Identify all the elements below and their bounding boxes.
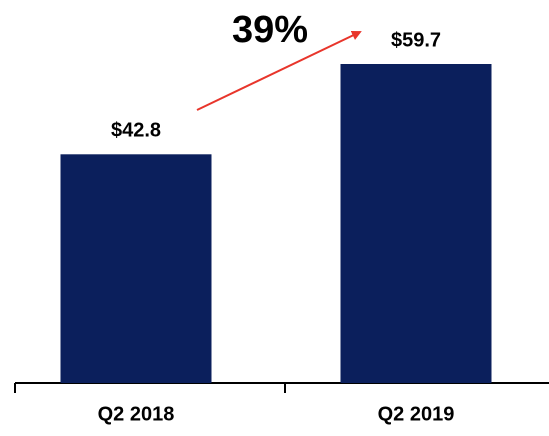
value-label: $59.7 [391,29,441,51]
bar [340,64,492,383]
growth-arrow [196,30,362,111]
x-tick-label: Q2 2018 [98,403,175,425]
value-label: $42.8 [111,120,161,142]
x-tick-label: Q2 2019 [378,403,455,425]
bar [60,154,212,383]
growth-annotation: 39% [232,9,308,51]
